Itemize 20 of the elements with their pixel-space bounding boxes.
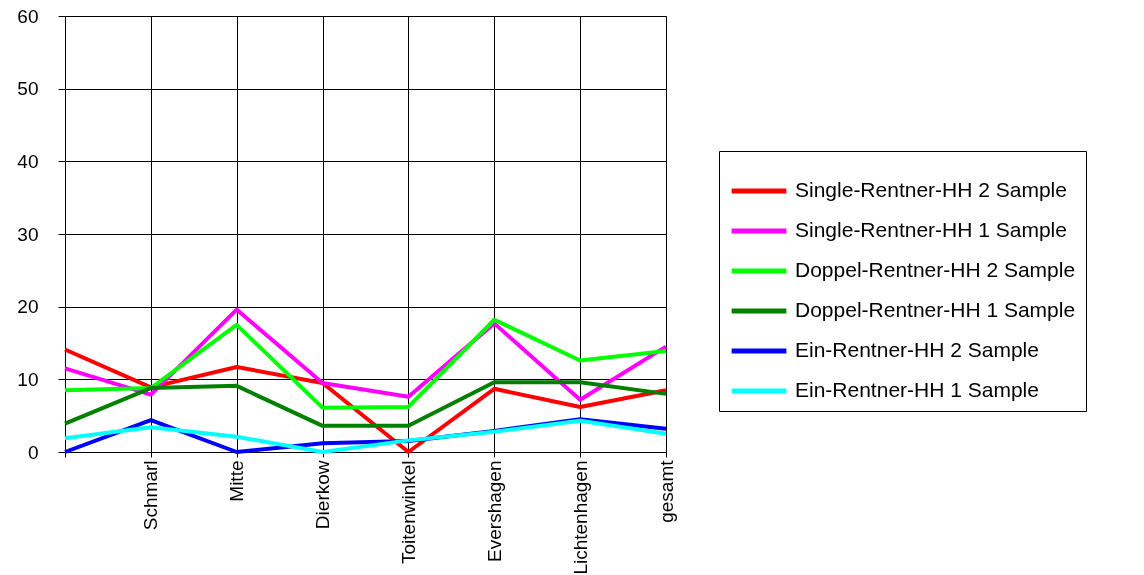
legend-label: Single-Rentner-HH 1 Sample: [795, 218, 1067, 241]
x-tick-label: Lichtenhagen: [569, 460, 591, 575]
y-tick-label: 20: [17, 296, 39, 318]
legend-label: Single-Rentner-HH 2 Sample: [795, 178, 1067, 201]
x-tick-label: Mitte: [226, 460, 248, 502]
x-tick-label: Toitenwinkel: [397, 460, 419, 564]
y-tick-label: 60: [17, 5, 39, 27]
y-tick-label: 0: [27, 441, 39, 463]
y-tick-label: 30: [17, 223, 39, 245]
x-tick-label: gesamt: [655, 459, 677, 523]
x-tick-label: Evershagen: [483, 460, 505, 562]
y-tick-label: 40: [17, 150, 39, 172]
legend-label: Ein-Rentner-HH 1 Sample: [795, 378, 1039, 401]
legend-label: Doppel-Rentner-HH 1 Sample: [795, 298, 1076, 321]
legend-label: Ein-Rentner-HH 2 Sample: [795, 338, 1039, 361]
y-tick-label: 10: [17, 368, 39, 390]
legend-label: Doppel-Rentner-HH 2 Sample: [795, 258, 1076, 281]
y-tick-label: 50: [17, 78, 39, 100]
x-tick-label: Dierkow: [312, 460, 334, 530]
x-tick-label: Schmarl: [140, 460, 162, 531]
